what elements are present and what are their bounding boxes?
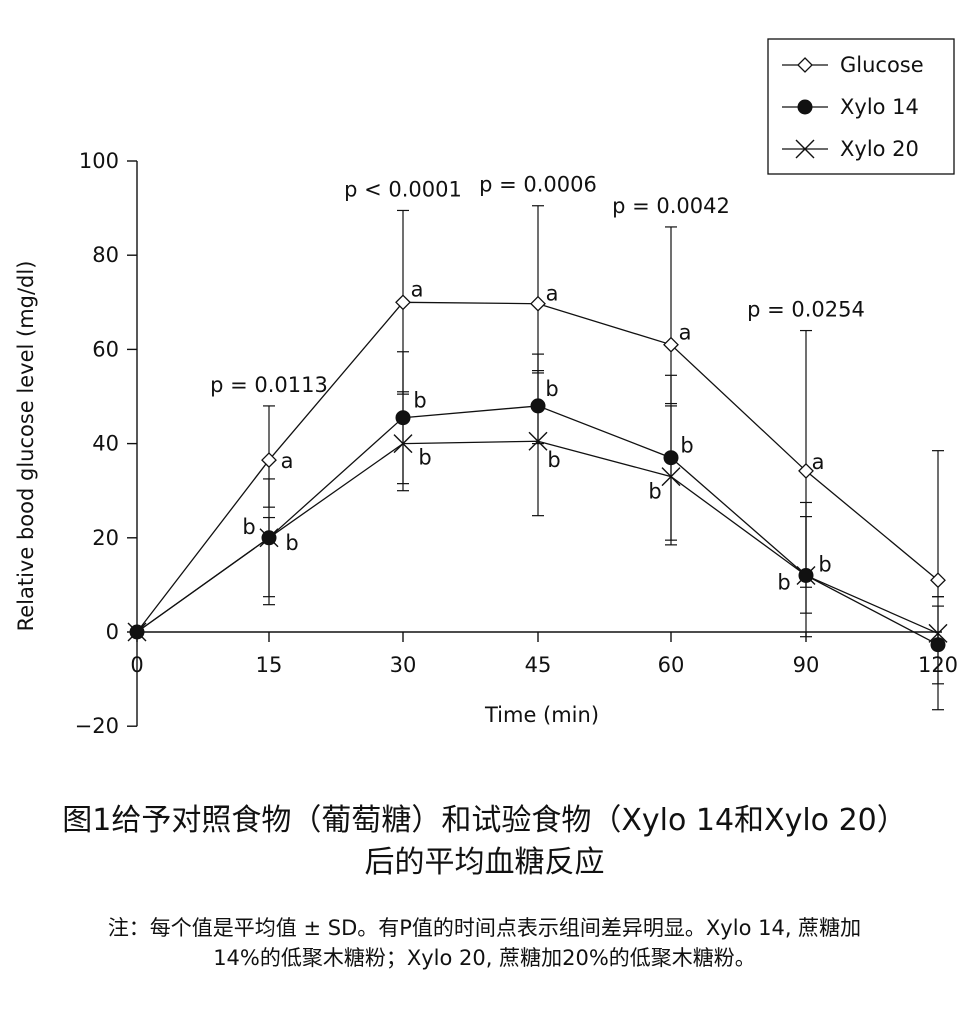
significance-letter: b bbox=[413, 389, 426, 413]
figure-caption-title: 图1给予对照食物（葡萄糖）和试验食物（Xylo 14和Xylo 20） 后的平均… bbox=[0, 800, 969, 884]
y-tick-label: 100 bbox=[79, 149, 119, 173]
data-point-stroke bbox=[928, 623, 948, 643]
data-point bbox=[528, 431, 548, 451]
data-point bbox=[930, 637, 946, 653]
legend-marker bbox=[797, 57, 813, 73]
significance-letter: a bbox=[281, 449, 294, 473]
y-tick-label: 80 bbox=[92, 243, 119, 267]
data-point bbox=[663, 450, 679, 466]
data-point-stroke bbox=[528, 431, 548, 451]
data-point bbox=[261, 530, 277, 546]
data-point-stroke bbox=[393, 434, 413, 454]
data-point bbox=[530, 398, 546, 414]
data-point bbox=[129, 624, 145, 640]
data-point bbox=[798, 567, 814, 583]
y-tick-label: 40 bbox=[92, 432, 119, 456]
legend: Glucose Xylo 14 Xylo 20 bbox=[767, 38, 955, 175]
data-point-stroke bbox=[661, 467, 681, 487]
x-tick-label: 45 bbox=[525, 653, 552, 677]
legend-marker bbox=[797, 99, 813, 115]
caption-title-line-2: 后的平均血糖反应 bbox=[364, 845, 605, 880]
y-tick-label: 0 bbox=[106, 620, 119, 644]
x-tick-label: 60 bbox=[658, 653, 685, 677]
y-tick-label: −20 bbox=[75, 714, 119, 738]
legend-label: Xylo 20 bbox=[840, 137, 919, 161]
significance-letter: b bbox=[418, 446, 431, 470]
data-point bbox=[928, 623, 948, 643]
significance-letter: b bbox=[777, 570, 790, 594]
x-tick-label: 15 bbox=[256, 653, 283, 677]
significance-letter: b bbox=[680, 434, 693, 458]
y-tick-label: 60 bbox=[92, 337, 119, 361]
data-point bbox=[661, 467, 681, 487]
data-point bbox=[393, 434, 413, 454]
x-tick-label: 30 bbox=[390, 653, 417, 677]
data-point bbox=[395, 410, 411, 426]
data-point bbox=[798, 462, 814, 479]
legend-label: Glucose bbox=[840, 53, 924, 77]
data-point bbox=[261, 452, 277, 469]
p-value-annotation: p = 0.0113 bbox=[210, 373, 328, 397]
significance-letter: b bbox=[818, 552, 831, 576]
significance-letter: b bbox=[545, 377, 558, 401]
data-point bbox=[930, 572, 946, 589]
figure-caption-note: 注：每个值是平均值 ± SD。有P值的时间点表示组间差异明显。Xylo 14, … bbox=[0, 913, 969, 973]
y-axis-label: Relative bood glucose level (mg/dl) bbox=[14, 261, 38, 632]
significance-letter: a bbox=[546, 282, 559, 306]
data-point bbox=[395, 294, 411, 311]
caption-note-line-1: 注：每个值是平均值 ± SD。有P值的时间点表示组间差异明显。Xylo 14, … bbox=[107, 916, 862, 940]
x-tick-label: 90 bbox=[793, 653, 820, 677]
significance-letter: b bbox=[242, 515, 255, 539]
p-value-annotation: p < 0.0001 bbox=[344, 177, 462, 201]
p-value-annotation: p = 0.0254 bbox=[747, 297, 865, 321]
significance-letter: a bbox=[812, 450, 825, 474]
p-value-annotation: p = 0.0042 bbox=[612, 194, 730, 218]
error-bars bbox=[263, 205, 944, 711]
x-tick-label: 0 bbox=[130, 653, 143, 677]
significance-letter: b bbox=[547, 448, 560, 472]
caption-note-line-2: 14%的低聚木糖粉；Xylo 20, 蔗糖加20%的低聚木糖粉。 bbox=[213, 946, 756, 970]
significance-letter: b bbox=[648, 480, 661, 504]
significance-letter: b bbox=[285, 531, 298, 555]
significance-letter: a bbox=[411, 277, 424, 301]
p-value-annotation: p = 0.0006 bbox=[479, 173, 597, 197]
data-point bbox=[663, 336, 679, 353]
legend-marker-stroke bbox=[795, 139, 815, 159]
series-markers bbox=[127, 294, 948, 653]
legend-marker bbox=[795, 139, 815, 159]
legend-label: Xylo 14 bbox=[840, 95, 919, 119]
x-axis-label: Time (min) bbox=[484, 703, 599, 727]
significance-letter: a bbox=[679, 321, 692, 345]
data-point bbox=[530, 295, 546, 312]
y-tick-label: 20 bbox=[92, 526, 119, 550]
caption-title-line-1: 图1给予对照食物（葡萄糖）和试验食物（Xylo 14和Xylo 20） bbox=[62, 803, 907, 838]
